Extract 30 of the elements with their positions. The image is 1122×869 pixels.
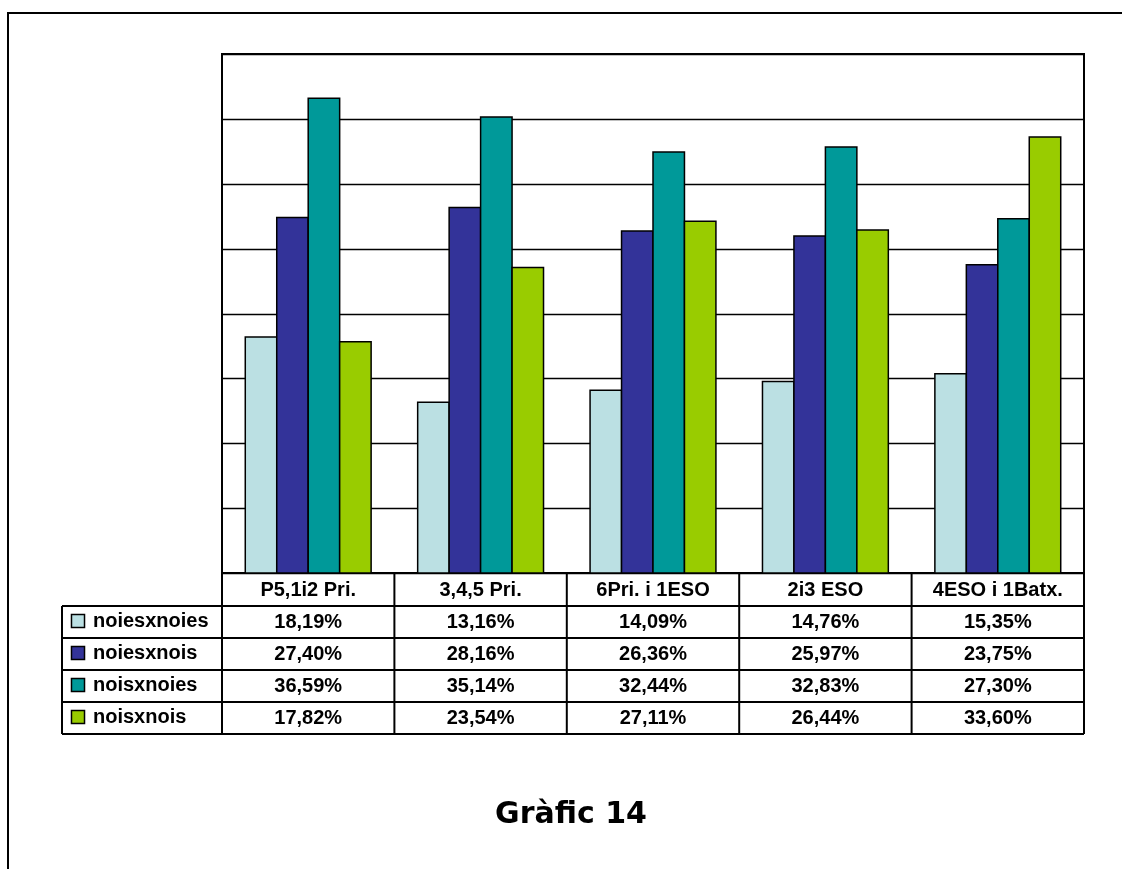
data-label: 26,44% [791,706,860,728]
data-label: 32,83% [791,674,860,696]
data-label: 14,09% [619,610,688,632]
data-label: 13,16% [446,610,515,632]
data-label: 27,11% [619,706,687,728]
text: Gràfic 14 [495,795,647,830]
data-label: 27,30% [963,674,1032,696]
x-tick-label: 4ESO i 1Batx. [932,577,1063,600]
x-tick-label: 6Pri. i 1ESO [596,577,710,600]
x-tick-label: 2i3 ESO [787,577,864,600]
data-label: 36,59% [274,674,343,696]
data-label: 26,36% [619,642,688,664]
data-label: 18,19% [274,610,343,632]
data-label: 32,44% [619,674,688,696]
data-label: 33,60% [963,706,1032,728]
data-label: 14,76% [791,610,860,632]
legend-label: noisxnoies [93,673,198,695]
data-label: 23,54% [446,706,515,728]
data-label: 15,35% [963,610,1032,632]
legend-label: noisxnois [93,705,187,727]
x-tick-label: 3,4,5 Pri. [439,577,522,600]
data-label: 17,82% [274,706,343,728]
data-label: 28,16% [446,642,515,664]
data-label: 25,97% [791,642,860,664]
data-label: 27,40% [274,642,343,664]
legend-label: noiesxnoies [93,609,209,631]
x-tick-label: P5,1i2 Pri. [260,577,357,600]
data-label: 35,14% [446,674,515,696]
legend-label: noiesxnois [93,641,198,663]
data-label: 23,75% [963,642,1032,664]
